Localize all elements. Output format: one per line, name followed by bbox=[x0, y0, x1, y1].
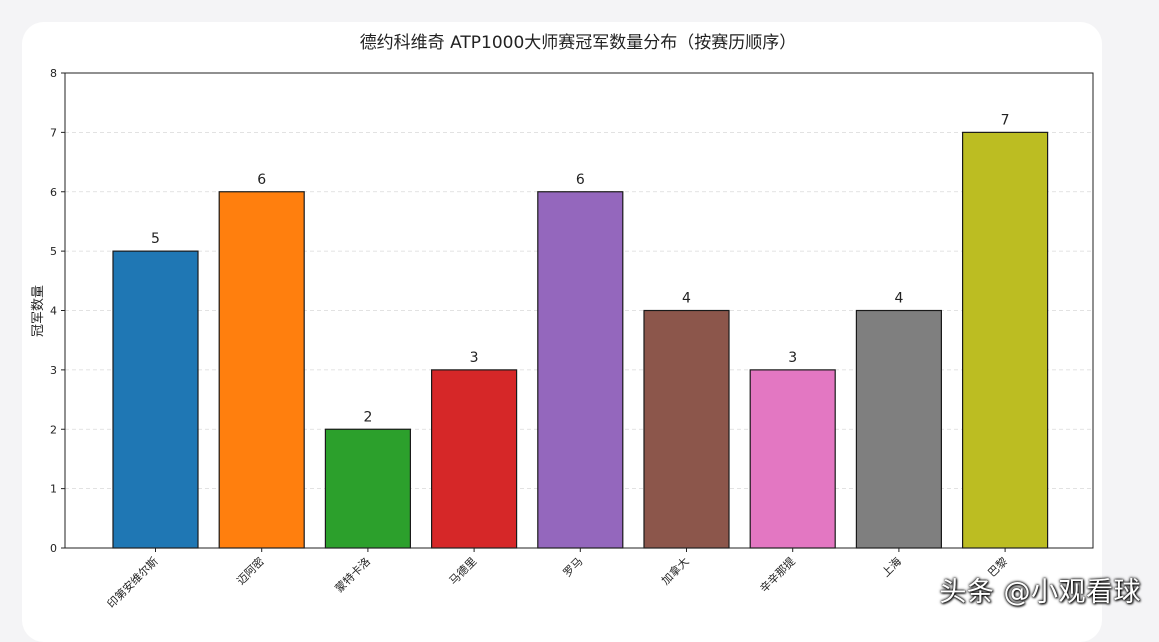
bar-value-label: 3 bbox=[470, 350, 479, 366]
bar-value-label: 3 bbox=[788, 350, 797, 366]
bar bbox=[324, 428, 411, 549]
bar-value-label: 7 bbox=[1001, 112, 1010, 128]
bar bbox=[855, 309, 943, 549]
bar bbox=[643, 309, 730, 549]
y-tick-label: 8 bbox=[50, 67, 57, 80]
x-tick-label: 迈阿密 bbox=[234, 554, 267, 587]
y-axis-label: 冠军数量 bbox=[31, 285, 46, 337]
y-tick-label: 5 bbox=[50, 245, 57, 258]
bar-value-label: 6 bbox=[576, 172, 585, 188]
bar bbox=[218, 191, 305, 549]
bar bbox=[749, 369, 836, 549]
bar-value-label: 4 bbox=[894, 291, 903, 307]
y-axis-ticks: 0 1 2 3 4 5 6 7 8 bbox=[50, 67, 65, 555]
bars bbox=[112, 131, 1049, 549]
y-tick-label: 0 bbox=[50, 542, 57, 555]
bar-value-label: 5 bbox=[151, 231, 160, 247]
watermark: 头条 @小观看球 bbox=[939, 577, 1141, 608]
x-tick-label: 罗马 bbox=[561, 555, 586, 580]
y-tick-label: 7 bbox=[50, 126, 57, 139]
chart-title: 德约科维奇 ATP1000大师赛冠军数量分布（按赛历顺序） bbox=[360, 32, 797, 53]
plot-frame bbox=[64, 72, 1094, 549]
bar bbox=[112, 250, 199, 549]
x-tick-label: 加拿大 bbox=[658, 554, 691, 587]
y-tick-label: 2 bbox=[50, 423, 57, 436]
x-tick-label: 蒙特卡洛 bbox=[332, 554, 373, 595]
x-tick-label: 马德里 bbox=[446, 554, 479, 587]
bar-value-label: 4 bbox=[682, 291, 691, 307]
y-tick-label: 4 bbox=[50, 305, 57, 318]
y-tick-label: 3 bbox=[50, 364, 57, 377]
x-tick-label: 上海 bbox=[879, 554, 904, 579]
x-tick-label: 印第安维尔斯 bbox=[104, 554, 161, 611]
bar-chart: 德约科维奇 ATP1000大师赛冠军数量分布（按赛历顺序） 冠军数量 5 6 2 3 6… bbox=[31, 32, 1094, 611]
bar-value-label: 6 bbox=[257, 172, 266, 188]
bar bbox=[961, 131, 1049, 549]
bar bbox=[537, 191, 624, 549]
y-tick-label: 6 bbox=[50, 186, 57, 199]
bar-value-labels: 5 6 2 3 6 4 3 4 7 bbox=[151, 112, 1010, 425]
x-tick-label: 辛辛那提 bbox=[757, 554, 798, 595]
bar-value-label: 2 bbox=[363, 409, 372, 425]
x-axis-ticks: 印第安维尔斯 迈阿密 蒙特卡洛 马德里 罗马 加拿大 辛辛那提 上海 巴黎 bbox=[104, 548, 1010, 611]
bar bbox=[431, 369, 518, 549]
y-tick-label: 1 bbox=[50, 483, 57, 496]
